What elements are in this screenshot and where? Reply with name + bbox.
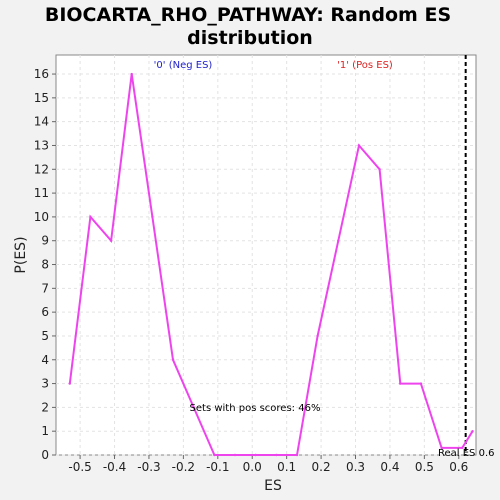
y-tick-label: 6 <box>41 305 49 319</box>
y-tick-label: 12 <box>34 162 49 176</box>
y-tick-label: 8 <box>41 258 49 272</box>
data-point <box>461 446 464 450</box>
data-point <box>89 215 92 219</box>
y-tick-label: 15 <box>34 91 49 105</box>
x-tick-label: 0.0 <box>243 460 262 474</box>
data-point <box>171 358 175 361</box>
data-point <box>295 453 299 457</box>
pos-scores-label: Sets with pos scores: 46% <box>190 403 321 414</box>
x-tick-label: 0.3 <box>346 460 365 474</box>
plot-area <box>55 54 477 456</box>
data-point <box>192 406 195 409</box>
x-tick-label: 0.6 <box>449 460 468 474</box>
x-tick-label: 0.5 <box>415 460 434 474</box>
x-tick-label: 0.2 <box>312 460 331 474</box>
y-tick-label: 13 <box>34 138 49 152</box>
grid-lines <box>56 55 476 456</box>
data-point <box>109 239 113 242</box>
y-tick-label: 14 <box>34 115 49 129</box>
y-tick-label: 9 <box>41 234 49 248</box>
x-tick-label: -0.5 <box>68 460 91 474</box>
x-tick-label: 0.4 <box>380 460 399 474</box>
x-tick-label: -0.4 <box>103 460 126 474</box>
data-point <box>419 382 423 385</box>
chart-title-line-2: distribution <box>187 27 313 49</box>
data-point <box>378 168 381 171</box>
data-point <box>213 453 216 457</box>
data-points <box>68 72 474 457</box>
data-point <box>471 429 474 433</box>
y-tick-label: 0 <box>41 448 49 462</box>
neg-es-label: '0' (Neg ES) <box>154 60 213 71</box>
y-tick-label: 7 <box>41 281 49 295</box>
y-tick-label: 11 <box>34 186 49 200</box>
pos-es-label: '1' (Pos ES) <box>337 60 393 71</box>
x-axis: -0.5 -0.4 -0.3 -0.2 -0.1 0.0 0.1 0.2 0.3 0.4 0.5 0.… <box>68 455 468 474</box>
data-point <box>275 453 278 457</box>
real-es-label: Real ES 0.6 <box>438 448 494 459</box>
data-point <box>316 334 319 338</box>
data-point <box>233 453 237 457</box>
data-point <box>130 72 133 76</box>
y-tick-label: 1 <box>41 424 49 438</box>
y-tick-label: 5 <box>41 329 49 343</box>
x-tick-label: -0.1 <box>206 460 229 474</box>
data-point <box>337 239 340 242</box>
x-axis-label: ES <box>264 478 282 494</box>
data-point <box>254 453 257 457</box>
y-tick-label: 4 <box>41 353 49 367</box>
y-tick-label: 3 <box>41 377 49 391</box>
data-point <box>68 382 71 385</box>
y-tick-label: 10 <box>34 210 49 224</box>
y-tick-label: 16 <box>34 67 49 81</box>
data-point <box>151 215 154 219</box>
data-point <box>357 144 361 147</box>
data-point <box>399 382 402 385</box>
y-tick-label: 2 <box>41 400 49 414</box>
data-point <box>440 446 443 450</box>
x-tick-label: 0.1 <box>277 460 296 474</box>
y-axis-label: P(ES) <box>13 236 29 273</box>
x-tick-label: -0.3 <box>137 460 160 474</box>
x-tick-label: -0.2 <box>172 460 195 474</box>
chart-title-line-1: BIOCARTA_RHO_PATHWAY: Random ES <box>45 4 451 26</box>
